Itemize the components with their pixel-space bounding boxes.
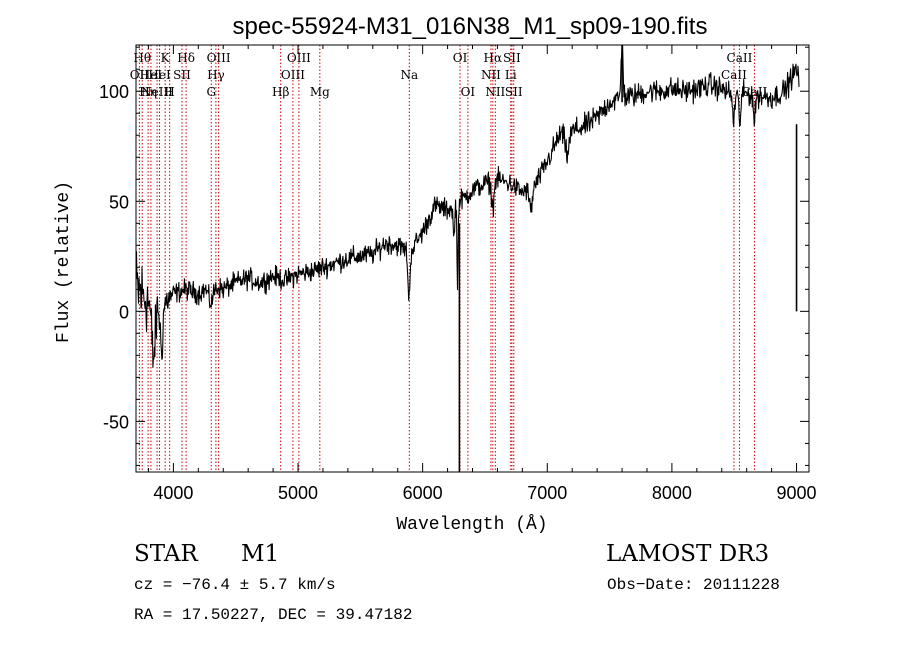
line-marker-label: Hα	[484, 51, 503, 65]
line-marker-label: OII	[130, 68, 150, 82]
y-axis-label: Flux (relative)	[54, 181, 74, 343]
x-tick-label: 5000	[278, 483, 318, 503]
line-marker-label: SII	[173, 68, 191, 82]
object-class: STAR	[134, 541, 198, 567]
line-marker-label: OIII	[287, 51, 311, 65]
x-axis-ticks: 4000 5000 6000 7000 8000 9000	[147, 45, 817, 503]
line-marker-label: Hθ	[133, 51, 151, 65]
y-axis-ticks: -50 0 50 100	[99, 46, 809, 466]
line-marker-label: Li	[505, 68, 517, 82]
line-marker-label: HeI	[140, 68, 163, 82]
chart-title: spec-55924-M31_016N38_M1_sp09-190.fits	[233, 13, 708, 40]
line-marker-label: NII	[481, 68, 501, 82]
line-marker-label: NeIII	[141, 85, 173, 99]
spectrum-spikes	[458, 45, 798, 472]
line-marker-label: Hη	[139, 85, 157, 99]
line-marker-label: OI	[461, 85, 476, 99]
spectrum-line	[135, 44, 800, 368]
line-marker-label: SII	[505, 85, 523, 99]
x-tick-label: 4000	[153, 483, 193, 503]
line-marker-label: K	[161, 51, 171, 65]
line-marker-labels: OII Hθ Hη HeI NeIII HeI K H SII Hδ G Hγ OIII Hβ OIII OI…	[130, 51, 768, 99]
line-marker-label: G	[206, 85, 216, 99]
x-tick-label: 8000	[652, 483, 692, 503]
line-marker-label: CaII	[727, 51, 753, 65]
y-tick-label: -50	[103, 412, 129, 432]
observation-date: Obs−Date: 20111228	[607, 576, 780, 594]
object-subclass: M1	[241, 541, 279, 567]
line-marker-label: Na	[400, 68, 418, 82]
y-tick-label: 0	[119, 302, 129, 322]
line-marker-label: HeI	[148, 68, 171, 82]
survey-name: LAMOST DR3	[606, 541, 769, 567]
line-marker-label: Mg	[310, 85, 330, 99]
x-tick-label: 6000	[403, 483, 443, 503]
line-marker-label: OIII	[281, 68, 305, 82]
redshift-velocity: cz = −76.4 ± 5.7 km/s	[134, 576, 336, 594]
line-marker-label: H	[164, 85, 174, 99]
line-marker-label: Hβ	[272, 85, 289, 99]
coordinates: RA = 17.50227, DEC = 39.47182	[134, 606, 412, 624]
line-marker-label: NII	[485, 85, 505, 99]
y-tick-label: 50	[109, 192, 129, 212]
x-tick-label: 7000	[527, 483, 567, 503]
line-marker-label: Hγ	[207, 68, 225, 82]
y-tick-label: 100	[99, 82, 129, 102]
line-marker-label: Hδ	[177, 51, 195, 65]
x-axis-label: Wavelength (Å)	[396, 514, 547, 535]
x-tick-label: 9000	[777, 483, 817, 503]
line-marker-label: CaII	[721, 68, 747, 82]
line-marker-label: OI	[453, 51, 468, 65]
line-marker-label: SII	[503, 51, 521, 65]
line-marker-label: OIII	[207, 51, 231, 65]
